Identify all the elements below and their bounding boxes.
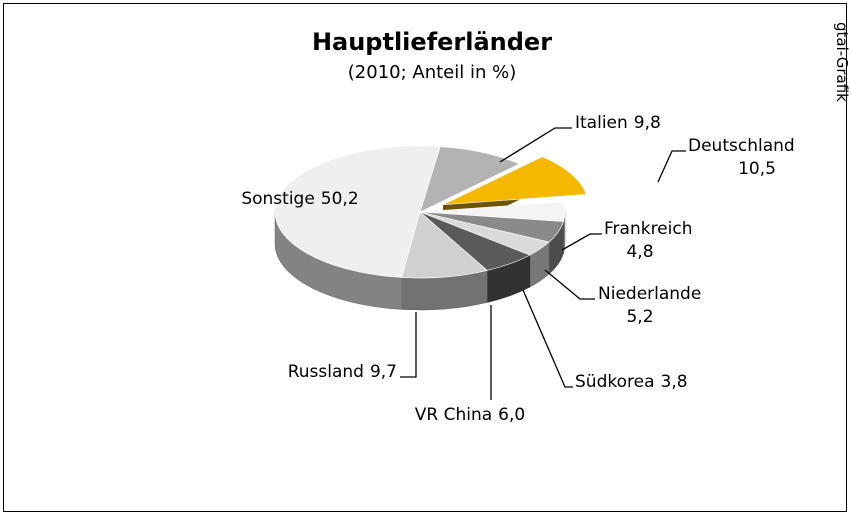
value-label: 4,8	[626, 242, 653, 262]
chart-subtitle: (2010; Anteil in %)	[348, 62, 516, 83]
slice-label: Russland 9,7	[288, 362, 397, 382]
value-label: 5,2	[626, 307, 653, 327]
leader-line	[561, 233, 602, 251]
slice-label: VR China 6,0	[415, 405, 525, 425]
slice	[442, 156, 587, 206]
category-label: Südkorea	[575, 372, 655, 392]
slice	[274, 145, 441, 278]
category-label: Russland	[288, 362, 364, 382]
value-label: 9,8	[634, 113, 661, 133]
leader-line	[544, 269, 595, 300]
slice-label: Italien 9,8	[575, 113, 661, 133]
category-label: Italien	[575, 113, 628, 133]
category-label: Sonstige	[241, 189, 314, 209]
leader-line	[400, 312, 417, 378]
value-label: 50,2	[321, 189, 359, 209]
category-label: VR China	[415, 405, 492, 425]
slice	[419, 146, 521, 213]
slice-label: Frankreich 4,8	[604, 219, 693, 262]
slice	[401, 211, 488, 279]
leader-line	[499, 127, 572, 163]
category-label: Niederlande	[598, 284, 701, 304]
leader-line	[657, 150, 686, 183]
category-label: Deutschland	[688, 136, 795, 156]
slice-label: Südkorea 3,8	[575, 372, 688, 392]
value-label: 10,5	[738, 159, 776, 179]
value-label: 9,7	[370, 362, 397, 382]
category-label: Frankreich	[604, 219, 693, 239]
leader-line	[522, 289, 573, 388]
chart-title: Hauptlieferländer	[312, 28, 552, 56]
source-note: gtai-Grafik	[833, 22, 851, 102]
slice-label: Niederlande 5,2	[598, 284, 701, 327]
value-label: 6,0	[498, 405, 525, 425]
slice-label: Sonstige 50,2	[241, 189, 358, 209]
value-label: 3,8	[661, 372, 688, 392]
slice-label: Deutschland 10,5	[688, 136, 795, 179]
